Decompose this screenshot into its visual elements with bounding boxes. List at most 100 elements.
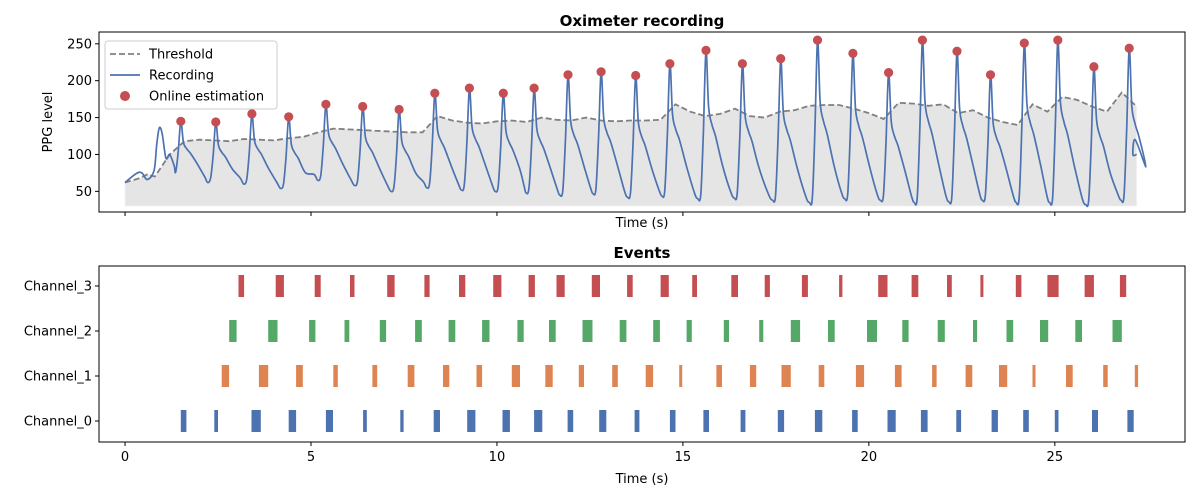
event-bar [268,320,278,342]
event-bar [288,410,297,432]
x-tick-label: 20 [861,450,878,465]
event-bar [790,320,801,342]
event-bar [723,320,729,342]
event-bar [258,365,269,387]
online-estimation-point [529,83,539,93]
event-bar [956,410,962,432]
x-tick-label: 25 [1047,450,1064,465]
event-bar [619,320,627,342]
online-estimation-point [812,35,823,45]
events-x-label: Time (s) [615,472,669,487]
oximeter-x-label: Time (s) [615,216,669,231]
event-bar [599,410,607,432]
event-bar [296,365,303,387]
event-bar [612,365,618,387]
legend-frame [104,40,278,110]
event-bar [549,320,556,342]
online-estimation-point [631,70,641,81]
y-tick-label: 100 [67,148,92,163]
oximeter-x-ticks [124,212,1056,216]
channel-row-channel-3 [238,275,1127,297]
online-estimation-markers [176,35,1134,127]
channel-tick-label: Channel_0 [24,415,92,430]
event-bar [314,275,321,297]
event-bar [759,320,764,342]
event-bar [1075,320,1082,342]
event-bar [703,410,709,432]
oximeter-title: Oximeter recording [560,12,725,30]
oximeter-axes-frame [98,31,1186,213]
oximeter-legend: Threshold Recording Online estimation [104,40,278,110]
online-estimation-point [665,59,675,69]
events-panel: Events Channel_3Channel_2Channel_1Channe… [24,244,1186,487]
event-bar [407,365,415,387]
oximeter-plot-area [124,35,1147,208]
event-bar [991,410,998,432]
y-tick-label: 50 [75,185,92,200]
event-bar [1103,365,1108,387]
oximeter-panel: Oximeter recording 50 100 150 200 250 PPG le… [41,12,1186,231]
channel-tick-label: Channel_1 [24,370,92,385]
online-estimation-point [247,109,257,119]
event-bar [764,275,770,297]
x-tick-label: 5 [307,450,315,465]
event-bar [556,275,565,297]
event-bar [828,320,835,342]
event-bar [1092,410,1098,432]
event-bar [372,365,378,387]
event-bar [1047,275,1059,297]
online-estimation-point [1053,35,1063,45]
event-bar [309,320,316,342]
legend-estimation-label: Online estimation [149,90,264,105]
channel-row-channel-2 [229,320,1122,342]
event-bar [545,365,553,387]
event-bar [1127,410,1134,432]
event-bar [443,365,450,387]
online-estimation-point [917,35,928,45]
oximeter-y-label: PPG level [41,92,56,153]
channel-row-channel-1 [221,365,1139,387]
event-bar [679,365,683,387]
event-bar [947,275,952,297]
event-bar [275,275,284,297]
event-bar [1084,275,1094,297]
event-bar [517,320,524,342]
event-bar [965,365,973,387]
events-plot-area [180,275,1139,432]
event-bar [937,320,945,342]
event-bar [591,275,600,297]
event-bar [221,365,230,387]
event-bar [493,275,502,297]
x-tick-label: 0 [121,450,129,465]
event-bar [1134,365,1139,387]
event-bar [740,410,746,432]
event-bar [415,320,422,342]
event-bar [387,275,395,297]
event-bar [363,410,367,432]
online-estimation-point [430,88,440,98]
online-estimation-point [498,88,508,98]
event-bar [238,275,245,297]
event-bar [814,410,823,432]
oximeter-y-ticks: 50 100 150 200 250 [67,37,99,200]
event-bar [433,410,440,432]
event-bar [911,275,919,297]
event-bar [686,320,692,342]
event-bar [731,275,738,297]
event-bar [400,410,404,432]
event-bar [459,275,466,297]
event-bar [476,365,483,387]
event-bar [1119,275,1127,297]
event-bar [1054,410,1059,432]
event-bar [251,410,261,432]
event-bar [424,275,430,297]
event-bar [852,410,858,432]
event-bar [1040,320,1049,342]
event-bar [1006,320,1014,342]
online-estimation-point [776,54,786,64]
y-tick-label: 250 [67,37,92,52]
x-tick-label: 15 [675,450,692,465]
online-estimation-point [985,70,996,80]
event-bar [379,320,387,342]
